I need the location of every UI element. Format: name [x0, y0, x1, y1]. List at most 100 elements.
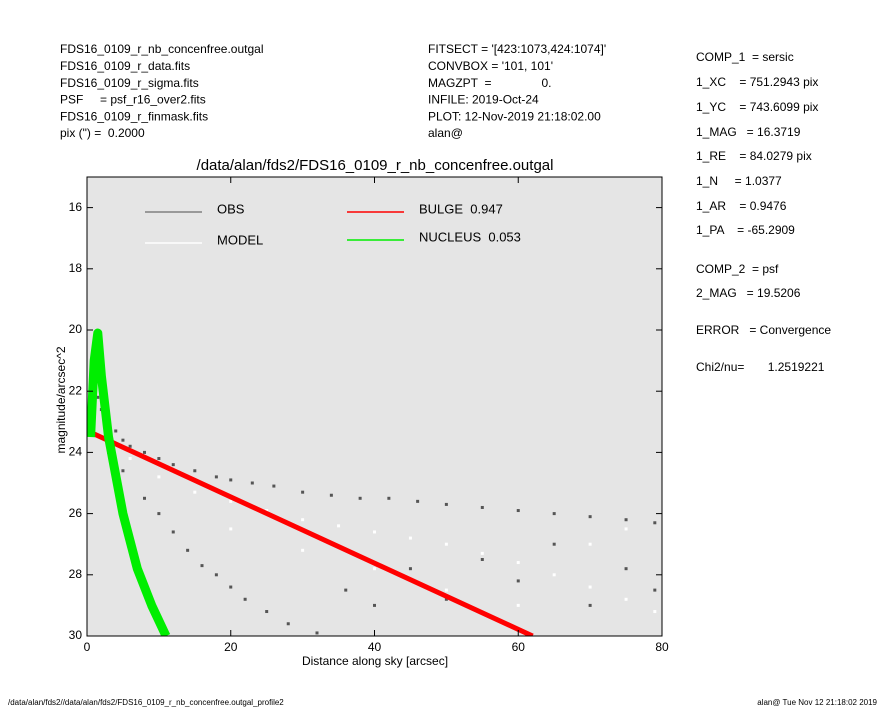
- data-point: [96, 395, 100, 399]
- data-point: [301, 548, 305, 552]
- data-point: [588, 515, 592, 519]
- header-left-line: FDS16_0109_r_data.fits: [60, 59, 190, 73]
- data-point: [214, 573, 218, 577]
- data-point: [552, 512, 556, 516]
- y-tick-label: 22: [69, 383, 83, 397]
- header-right-line: 1_MAG = 16.3719: [696, 125, 801, 139]
- header-left-line: FDS16_0109_r_sigma.fits: [60, 76, 199, 90]
- data-point: [358, 496, 362, 500]
- header-left-line: FDS16_0109_r_finmask.fits: [60, 109, 208, 123]
- data-point: [387, 496, 391, 500]
- data-point: [121, 469, 125, 473]
- data-point: [373, 603, 376, 607]
- data-point: [200, 564, 204, 568]
- y-tick-label: 24: [69, 445, 83, 459]
- header-middle-line: alan@: [428, 126, 463, 140]
- y-axis-label: magnitude/arcsec^2: [54, 346, 68, 453]
- data-point: [444, 542, 448, 546]
- profile-line: [93, 431, 534, 636]
- data-point: [315, 631, 319, 635]
- data-point: [408, 567, 412, 571]
- data-point: [552, 542, 556, 546]
- data-point: [250, 481, 254, 485]
- data-point: [193, 469, 197, 473]
- x-tick-label: 60: [512, 640, 526, 654]
- data-point: [653, 610, 657, 614]
- header-right-line: 1_N = 1.0377: [696, 174, 782, 188]
- header-right-line: 1_RE = 84.0279 pix: [696, 149, 812, 163]
- data-point: [301, 490, 305, 494]
- data-point: [408, 536, 412, 540]
- data-point: [516, 579, 520, 583]
- data-point: [128, 444, 132, 448]
- y-tick-label: 28: [69, 567, 83, 581]
- data-point: [624, 597, 628, 601]
- header-middle-line: INFILE: 2019-Oct-24: [428, 93, 539, 107]
- data-point: [653, 588, 657, 592]
- footer-left: /data/alan/fds2//data/alan/fds2/FDS16_01…: [8, 698, 284, 707]
- data-point: [516, 603, 520, 607]
- data-point: [480, 551, 484, 555]
- data-point: [588, 542, 592, 546]
- data-point: [265, 610, 269, 614]
- header-middle-line: FITSECT = '[423:1073,424:1074]': [428, 42, 606, 56]
- x-tick-label: 20: [224, 640, 238, 654]
- header-left-line: PSF = psf_r16_over2.fits: [60, 93, 206, 107]
- data-point: [329, 493, 333, 497]
- data-point: [653, 521, 657, 525]
- data-point: [157, 512, 161, 516]
- y-tick-label: 26: [69, 506, 83, 520]
- data-point: [229, 499, 233, 503]
- data-point: [588, 585, 592, 589]
- data-point: [121, 438, 125, 442]
- data-point: [229, 527, 233, 531]
- header-left-line: FDS16_0109_r_nb_concenfree.outgal: [60, 42, 263, 56]
- header-left-line: pix (") = 0.2000: [60, 126, 145, 140]
- data-point: [444, 588, 448, 592]
- data-point: [516, 561, 520, 565]
- header-right-line: 1_AR = 0.9476: [696, 199, 787, 213]
- data-point: [114, 429, 118, 433]
- data-point: [444, 597, 448, 601]
- plot-marks: [87, 328, 657, 636]
- data-point: [143, 450, 146, 454]
- data-point: [128, 457, 132, 461]
- legend-label: MODEL: [217, 232, 263, 247]
- data-point: [193, 490, 197, 494]
- data-point: [265, 509, 269, 513]
- data-point: [416, 499, 420, 503]
- data-point: [171, 530, 175, 534]
- header-right-line: 1_PA = -65.2909: [696, 223, 795, 237]
- data-point: [552, 573, 556, 577]
- data-point: [214, 475, 218, 479]
- data-point: [480, 505, 484, 509]
- data-point: [229, 585, 233, 589]
- header-right-line: ERROR = Convergence: [696, 323, 831, 337]
- data-point: [337, 524, 341, 528]
- header-right-line: COMP_1 = sersic: [696, 50, 794, 64]
- plot-area: [87, 177, 662, 636]
- x-axis-label: Distance along sky [arcsec]: [302, 654, 448, 668]
- data-point: [373, 530, 376, 534]
- data-point: [624, 518, 628, 522]
- y-tick-label: 20: [69, 322, 83, 336]
- header-right-line: 1_XC = 751.2943 pix: [696, 75, 818, 89]
- header-middle-line: CONVBOX = '101, 101': [428, 59, 553, 73]
- header-middle-line: PLOT: 12-Nov-2019 21:18:02.00: [428, 109, 601, 123]
- data-point: [157, 475, 161, 479]
- footer-right: alan@ Tue Nov 12 21:18:02 2019: [757, 698, 877, 707]
- data-point: [344, 588, 348, 592]
- data-point: [186, 548, 190, 552]
- header-right-line: Chi2/nu= 1.2519221: [696, 360, 825, 374]
- data-point: [301, 518, 305, 522]
- data-point: [171, 463, 175, 467]
- data-point: [286, 622, 290, 626]
- header-middle-line: MAGZPT = 0.: [428, 76, 551, 90]
- data-point: [243, 597, 247, 601]
- x-tick-label: 40: [368, 640, 382, 654]
- profile-line: [87, 328, 171, 636]
- legend-label: BULGE 0.947: [419, 201, 503, 216]
- chart-title: /data/alan/fds2/FDS16_0109_r_nb_concenfr…: [197, 157, 554, 174]
- header-right-line: 1_YC = 743.6099 pix: [696, 100, 818, 114]
